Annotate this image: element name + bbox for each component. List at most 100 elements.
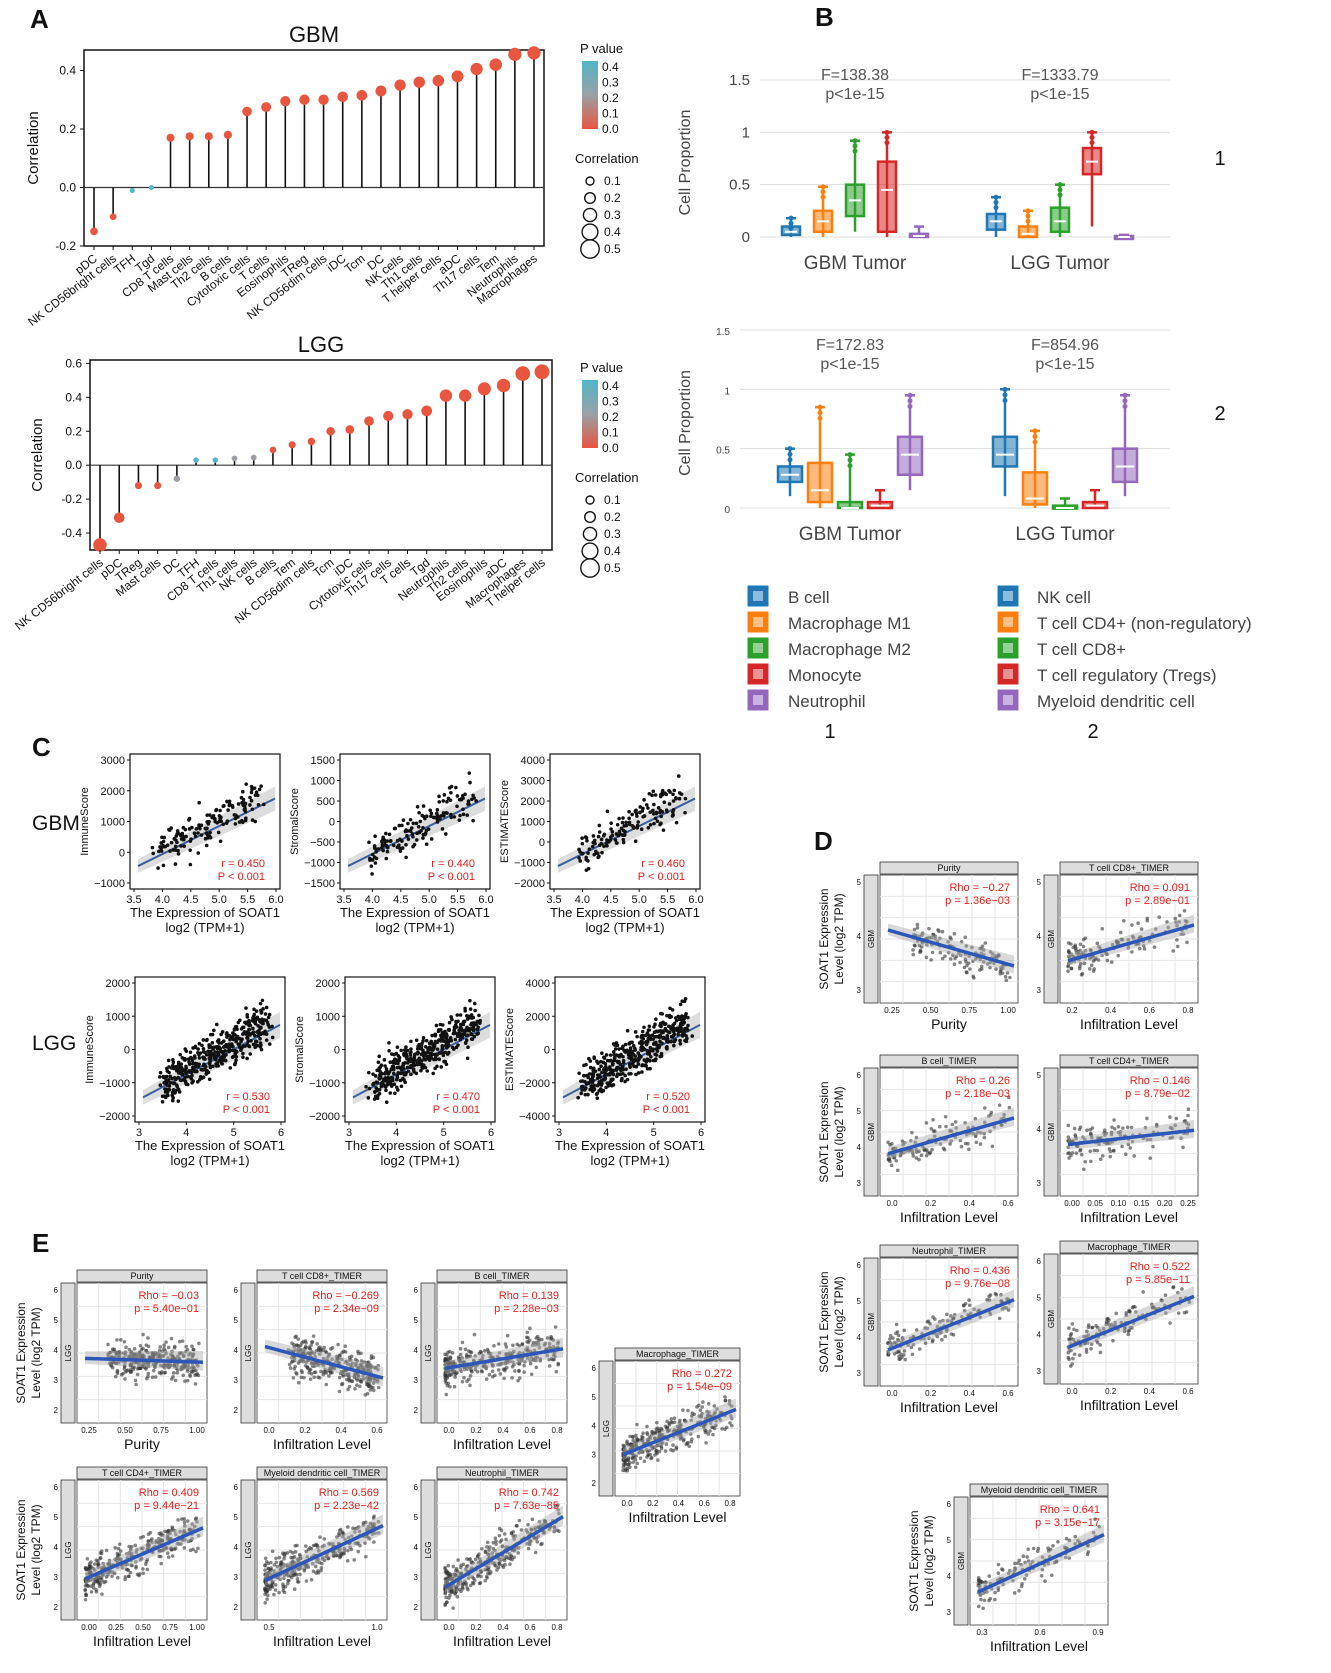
y-tick-label: 5 (234, 1316, 239, 1325)
data-point (401, 818, 406, 822)
data-point (625, 1077, 630, 1082)
data-point (468, 998, 472, 1003)
y-tick-label: 0 (124, 1045, 130, 1057)
data-point (911, 1151, 915, 1155)
legend-size-tick: 0.3 (604, 208, 621, 222)
data-point (637, 1053, 642, 1058)
data-point (484, 1377, 489, 1381)
data-point (248, 1052, 253, 1056)
data-point (591, 834, 596, 838)
x-tick-label: 0.50 (117, 1426, 133, 1435)
data-point (667, 1030, 672, 1035)
data-point (940, 929, 945, 934)
data-point (115, 1371, 120, 1376)
data-point (429, 1046, 434, 1051)
data-point (371, 1072, 375, 1076)
data-point (317, 1352, 322, 1356)
data-point (657, 1449, 662, 1454)
data-point (443, 1050, 448, 1055)
data-point (1108, 1154, 1113, 1159)
data-point (254, 1040, 258, 1044)
data-point (188, 862, 193, 867)
data-point (199, 823, 204, 828)
data-point (371, 1381, 376, 1385)
data-point (259, 1011, 264, 1015)
lollipop-point (432, 74, 445, 87)
data-point (632, 1046, 637, 1051)
data-point (1145, 919, 1150, 923)
data-point (265, 1020, 270, 1025)
data-point (933, 936, 937, 941)
data-point (249, 798, 254, 803)
y-tick-label: −1500 (304, 878, 335, 890)
lollipop-point (129, 187, 135, 194)
data-point (633, 1457, 638, 1462)
data-point (416, 824, 421, 829)
data-point (243, 1020, 247, 1025)
data-point (444, 1392, 449, 1397)
data-point (931, 1315, 935, 1319)
data-point (191, 1347, 196, 1352)
data-point (390, 1076, 395, 1081)
data-point (1154, 927, 1158, 931)
data-point (602, 1078, 607, 1082)
data-point (294, 1372, 299, 1376)
data-point (665, 1047, 669, 1051)
data-point (1077, 1353, 1082, 1357)
data-point (445, 1044, 449, 1049)
data-point (635, 1461, 640, 1466)
chart-title: GBM (289, 22, 339, 47)
data-point (353, 1387, 357, 1391)
data-point (354, 1362, 358, 1366)
data-point (958, 960, 962, 965)
data-point (654, 1040, 658, 1045)
data-point (609, 821, 613, 825)
box-outlier (1002, 397, 1008, 403)
data-point (187, 1060, 191, 1064)
title-strip (879, 861, 1019, 875)
data-point (613, 1047, 618, 1051)
data-point (994, 967, 998, 971)
data-point (250, 807, 255, 812)
data-point (641, 1431, 645, 1436)
data-point (963, 1121, 967, 1125)
data-point (341, 1374, 346, 1378)
data-point (588, 1059, 593, 1063)
y-tick-label: −2000 (519, 1078, 550, 1090)
data-point (176, 1087, 181, 1092)
data-point (631, 1438, 636, 1443)
data-point (141, 1362, 145, 1366)
x-axis-label: Infiltration Level (93, 1633, 191, 1649)
x-tick-label: 5 (231, 1127, 237, 1139)
data-point (443, 1379, 448, 1383)
data-point (1159, 1298, 1164, 1302)
data-point (1098, 1343, 1102, 1347)
box-outlier (884, 129, 890, 135)
box-outlier (847, 463, 853, 469)
box-outlier (820, 184, 826, 190)
stat-rho: Rho = 0.641 (1040, 1504, 1100, 1516)
data-point (937, 1331, 942, 1335)
data-point (998, 1576, 1002, 1581)
data-point (395, 1073, 399, 1078)
y-tick-label: 5 (947, 1536, 952, 1545)
data-point (234, 1054, 239, 1059)
lollipop-point (223, 130, 233, 139)
stat-r: r = 0.520 (646, 1091, 690, 1103)
data-point (421, 804, 426, 808)
data-point (264, 1032, 269, 1036)
data-point (233, 1051, 238, 1056)
y-tick-label: 0.4 (59, 63, 76, 77)
lollipop-point (439, 389, 453, 402)
data-point (1096, 958, 1101, 962)
side-strip-label: LGG (64, 1345, 73, 1362)
data-point (454, 1045, 459, 1050)
data-point (1116, 953, 1121, 958)
data-point (408, 817, 413, 822)
y-tick-label: 4 (857, 1333, 862, 1342)
data-point (1176, 1311, 1181, 1315)
data-point (242, 803, 246, 808)
data-point (257, 787, 262, 792)
data-point (210, 1045, 214, 1050)
